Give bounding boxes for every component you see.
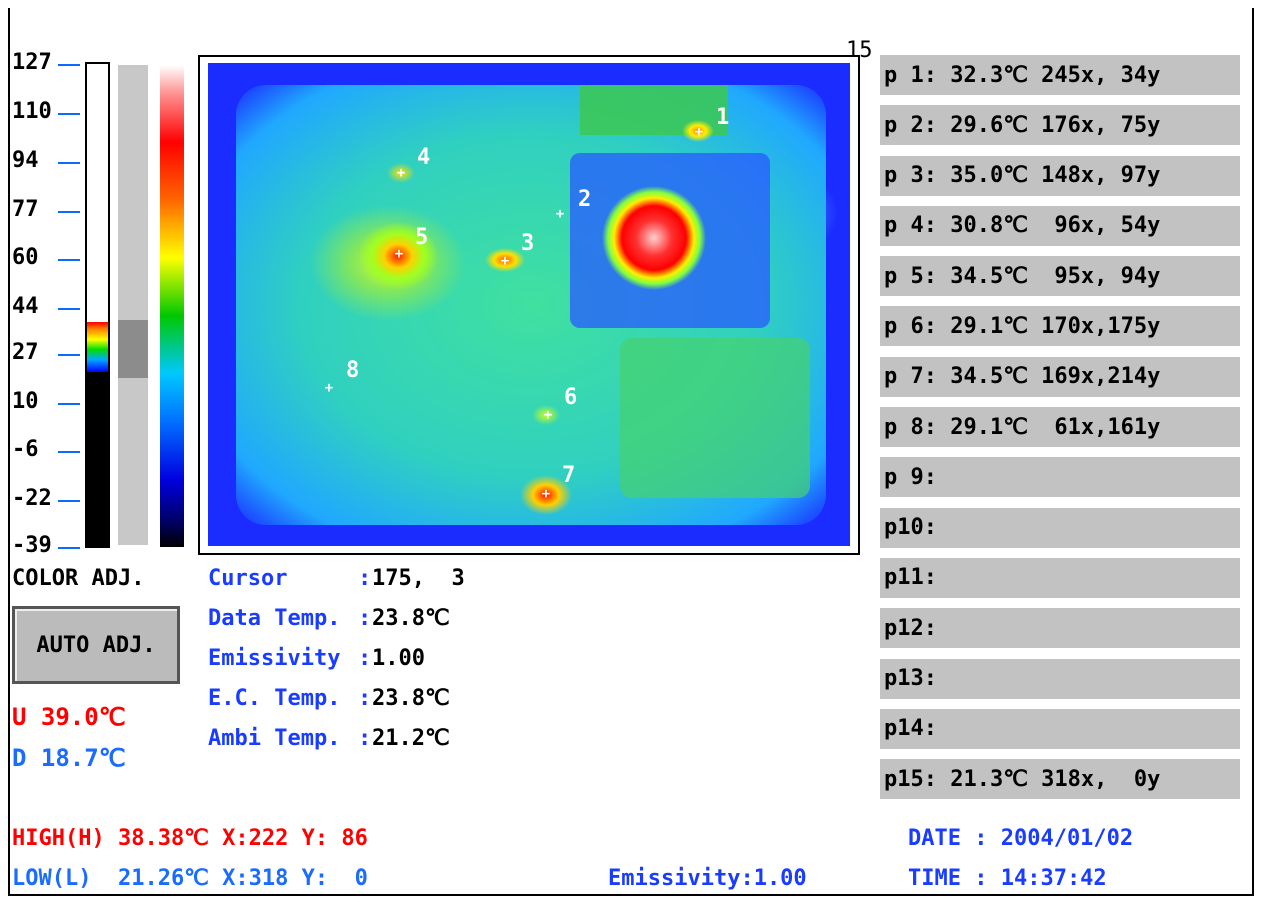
time-readout: TIME : 14:37:42	[908, 866, 1107, 891]
info-value-emissivity: 1.00	[372, 646, 425, 671]
point-row[interactable]: p 6: 29.1℃ 170x,175y	[880, 306, 1240, 347]
date-readout: DATE : 2004/01/02	[908, 826, 1134, 851]
scale-label: -39	[12, 533, 52, 558]
point-row[interactable]: p 5: 34.5℃ 95x, 94y	[880, 256, 1240, 297]
scale-label: 77	[12, 197, 39, 222]
color-adj-label: COLOR ADJ.	[12, 566, 145, 591]
hotspots	[208, 63, 850, 546]
marker-crosshair-icon: +	[500, 253, 510, 269]
info-key-ambi-temp: Ambi Temp.	[208, 726, 341, 751]
marker-number: 7	[562, 463, 576, 488]
marker-crosshair-icon: +	[541, 486, 551, 502]
scale-label: 60	[12, 245, 39, 270]
scale-label: 127	[12, 50, 52, 75]
point-row[interactable]: p 7: 34.5℃ 169x,214y	[880, 356, 1240, 397]
info-sep: :	[358, 646, 372, 671]
scale-label: -6	[12, 437, 39, 462]
info-key-ec-temp: E.C. Temp.	[208, 686, 341, 711]
info-sep: :	[358, 566, 372, 591]
scale-tick	[58, 211, 80, 213]
info-sep: :	[358, 606, 372, 631]
slider-handle[interactable]	[118, 320, 148, 378]
marker-number: 2	[578, 187, 592, 212]
scale-tick	[58, 500, 80, 502]
scale-label: 27	[12, 340, 39, 365]
range-fill	[87, 368, 108, 546]
upper-limit: U 39.0℃	[12, 703, 126, 731]
scale-tick	[58, 403, 80, 405]
point-row[interactable]: p 4: 30.8℃ 96x, 54y	[880, 205, 1240, 246]
corner-marker-number: 15	[846, 38, 873, 63]
color-palette-bar	[160, 65, 184, 547]
info-key-data-temp: Data Temp.	[208, 606, 341, 631]
marker-number: 4	[417, 145, 431, 170]
scale-tick	[58, 354, 80, 356]
scale-label: 44	[12, 294, 39, 319]
high-temp-readout: HIGH(H) 38.38℃ X:222 Y: 86	[12, 826, 368, 851]
thermal-image[interactable]: + 1 + 2 + 3 + 4 + 5 + 6 + 7 + 8	[208, 63, 850, 546]
range-palette	[87, 322, 108, 372]
info-key-emissivity: Emissivity	[208, 646, 341, 671]
marker-crosshair-icon: +	[555, 206, 565, 222]
scale-tick	[58, 547, 80, 549]
point-row[interactable]: p 2: 29.6℃ 176x, 75y	[880, 105, 1240, 146]
info-value-ec-temp: 23.8℃	[372, 686, 450, 711]
marker-number: 3	[521, 231, 535, 256]
scale-tick	[58, 162, 80, 164]
range-indicator-bar	[85, 62, 110, 548]
point-row[interactable]: p 1: 32.3℃ 245x, 34y	[880, 55, 1240, 95]
info-key-cursor: Cursor	[208, 566, 288, 591]
scale-tick	[58, 451, 80, 453]
point-row[interactable]: p12:	[880, 608, 1240, 649]
point-row[interactable]: p10:	[880, 507, 1240, 548]
scale-label: 10	[12, 389, 39, 414]
lower-limit: D 18.7℃	[12, 744, 126, 772]
marker-crosshair-icon: +	[324, 380, 334, 396]
marker-crosshair-icon: +	[396, 165, 406, 181]
info-sep: :	[358, 726, 372, 751]
window-frame	[8, 8, 1254, 896]
point-row[interactable]: p11:	[880, 557, 1240, 598]
emissivity-readout: Emissivity:1.00	[608, 866, 807, 891]
scale-tick	[58, 308, 80, 310]
point-row[interactable]: p 9:	[880, 457, 1240, 498]
info-value-data-temp: 23.8℃	[372, 606, 450, 631]
scale-tick	[58, 113, 80, 115]
point-row[interactable]: p14:	[880, 708, 1240, 749]
marker-crosshair-icon: +	[694, 124, 704, 140]
point-row[interactable]: p15: 21.3℃ 318x, 0y	[880, 759, 1240, 800]
scale-tick	[58, 64, 80, 66]
marker-crosshair-icon: +	[543, 407, 553, 423]
point-row[interactable]: p13:	[880, 658, 1240, 699]
info-value-cursor: 175, 3	[372, 566, 465, 591]
scale-label: -22	[12, 486, 52, 511]
point-row[interactable]: p 3: 35.0℃ 148x, 97y	[880, 155, 1240, 196]
marker-crosshair-icon: +	[394, 246, 404, 262]
info-value-ambi-temp: 21.2℃	[372, 726, 450, 751]
scale-label: 94	[12, 148, 39, 173]
point-row[interactable]: p 8: 29.1℃ 61x,161y	[880, 407, 1240, 448]
marker-number: 1	[716, 105, 730, 130]
info-sep: :	[358, 686, 372, 711]
scale-label: 110	[12, 99, 52, 124]
measure-point-list: p 1: 32.3℃ 245x, 34y p 2: 29.6℃ 176x, 75…	[880, 55, 1240, 809]
low-temp-readout: LOW(L) 21.26℃ X:318 Y: 0	[12, 866, 368, 891]
color-adj-slider[interactable]	[118, 65, 148, 545]
marker-number: 6	[564, 385, 578, 410]
scale-tick	[58, 259, 80, 261]
marker-number: 5	[415, 225, 429, 250]
marker-number: 8	[346, 358, 360, 383]
auto-adj-button[interactable]: AUTO ADJ.	[12, 606, 180, 684]
